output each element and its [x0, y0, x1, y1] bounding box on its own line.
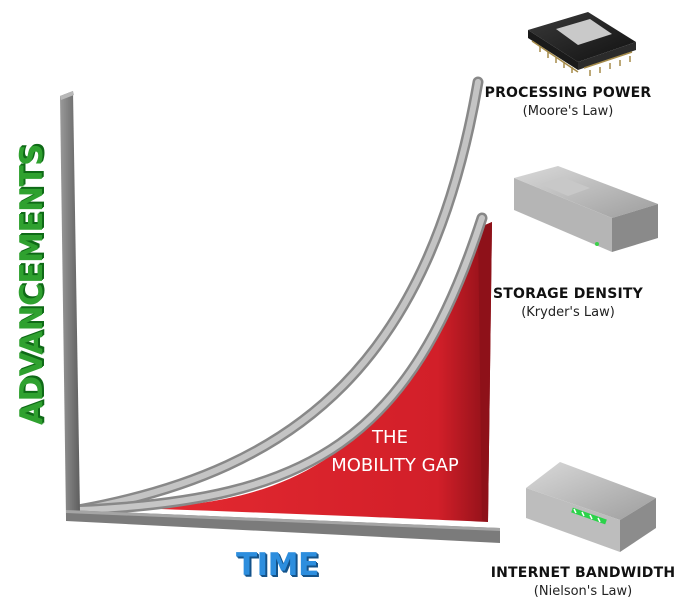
mobility-gap-label: THE MOBILITY GAP: [300, 424, 480, 480]
legend-internet-bandwidth: INTERNET BANDWIDTH (Nielson's Law): [481, 565, 685, 599]
legend-storage-density: STORAGE DENSITY (Kryder's Law): [468, 286, 668, 320]
cpu-chip-icon: [528, 12, 636, 76]
storage-density-curve-highlight: [77, 215, 485, 513]
legend-law: (Nielson's Law): [533, 584, 633, 599]
legend-title: PROCESSING POWER: [484, 85, 652, 101]
network-router-icon: [526, 462, 656, 552]
legend-title: INTERNET BANDWIDTH: [490, 565, 676, 581]
x-axis: [66, 510, 500, 543]
x-axis-title: TIME: [236, 547, 319, 583]
mobility-gap-label-line2: MOBILITY GAP: [331, 455, 459, 476]
processing-power-curve-highlight: [75, 79, 481, 513]
x-axis-highlight: [66, 510, 500, 531]
mobility-gap-label-line1: THE: [372, 427, 408, 448]
y-axis-title: ADVANCEMENTS: [14, 144, 50, 425]
legend-law: (Moore's Law): [522, 104, 614, 119]
legend-processing-power: PROCESSING POWER (Moore's Law): [468, 85, 668, 119]
legend-title: STORAGE DENSITY: [493, 286, 643, 302]
hard-drive-icon: [514, 166, 658, 252]
mobility-gap-side: [478, 222, 492, 522]
legend-law: (Kryder's Law): [521, 305, 615, 320]
y-axis-cap: [60, 91, 74, 100]
mobility-gap-region: [130, 222, 492, 522]
y-axis: [60, 91, 80, 518]
